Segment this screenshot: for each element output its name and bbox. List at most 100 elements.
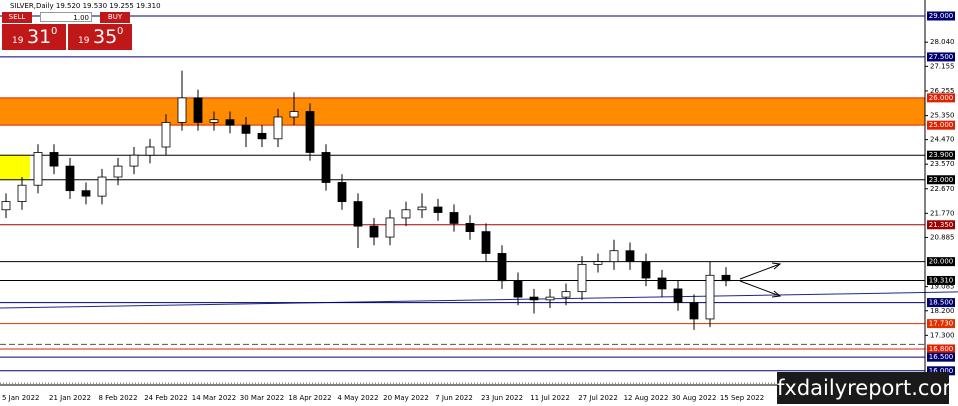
- candle-body: [289, 111, 299, 118]
- candle-body: [481, 231, 491, 254]
- sell-button[interactable]: SELL: [2, 12, 32, 23]
- candle-body: [449, 212, 459, 224]
- y-tick-label: 17.300: [930, 331, 955, 339]
- candle-body: [641, 261, 651, 279]
- sell-quote[interactable]: 19 31 0: [2, 24, 66, 50]
- level-label: 17.730: [929, 320, 954, 328]
- x-tick-label: 27 Jul 2022: [578, 394, 618, 402]
- level-label: 23.900: [929, 151, 954, 159]
- y-tick-label: 21.770: [930, 209, 955, 217]
- x-tick-label: 11 Jul 2022: [530, 394, 570, 402]
- level-label-box: [927, 298, 955, 308]
- level-label: 23.000: [929, 176, 954, 184]
- x-tick-label: 5 Jan 2022: [2, 394, 40, 402]
- candle-body: [81, 190, 91, 197]
- candle-body: [1, 201, 11, 211]
- candle-body: [337, 182, 347, 202]
- x-tick-label: 15 Sep 2022: [720, 394, 764, 402]
- x-tick-label: 8 Feb 2022: [98, 394, 137, 402]
- candle-body: [161, 122, 171, 148]
- candle-body: [257, 132, 267, 140]
- x-tick-label: 30 Aug 2022: [672, 394, 717, 402]
- trend-line: [0, 291, 958, 309]
- level-label: 18.500: [929, 299, 954, 307]
- level-label: 25.000: [929, 121, 954, 129]
- candle-body: [433, 206, 443, 213]
- candle-body: [369, 225, 379, 238]
- y-tick-label: 22.670: [930, 185, 955, 193]
- level-label-box: [927, 11, 955, 21]
- trade-panel: SELL 1.00 BUY 19 31 0 19 35 0: [2, 12, 132, 50]
- x-tick-label: 14 Mar 2022: [192, 394, 236, 402]
- candle-body: [705, 274, 715, 320]
- candle-body: [353, 201, 363, 227]
- level-label-box: [927, 150, 955, 160]
- volume-input[interactable]: 1.00: [40, 12, 92, 22]
- level-label-box: [927, 352, 955, 362]
- candle-body: [209, 119, 219, 123]
- candle-body: [561, 291, 571, 298]
- candle-body: [129, 154, 139, 167]
- candle-body: [577, 263, 587, 293]
- level-label-box: [927, 220, 955, 230]
- candle-body: [273, 116, 283, 140]
- y-tick-label: 25.350: [930, 112, 955, 120]
- arrows: [739, 262, 782, 298]
- candle-body: [465, 223, 475, 233]
- candle-body: [33, 152, 43, 186]
- level-label: 19.310: [929, 276, 954, 284]
- level-label-box: [927, 175, 955, 185]
- buy-price-big: 19: [78, 36, 90, 46]
- level-label-box: [927, 120, 955, 130]
- y-tick-label: 26.255: [930, 87, 955, 95]
- candle-body: [545, 296, 555, 301]
- candle-body: [513, 280, 523, 298]
- level-label-box: [927, 275, 955, 285]
- y-tick-label: 24.470: [930, 136, 955, 144]
- candle-body: [401, 209, 411, 219]
- x-tick-label: 4 May 2022: [337, 394, 378, 402]
- y-tick-label: 19.085: [930, 283, 955, 291]
- candle-body: [673, 288, 683, 303]
- level-label: 29.000: [929, 12, 954, 20]
- candle-body: [177, 97, 187, 123]
- candle-body: [657, 277, 667, 290]
- x-tick-label: 24 Feb 2022: [144, 394, 188, 402]
- level-label: 26.000: [929, 94, 954, 102]
- candle-body: [17, 184, 27, 202]
- level-label-box: [927, 344, 955, 354]
- x-tick-label: 20 May 2022: [383, 394, 429, 402]
- buy-price-pips: 35: [93, 26, 118, 48]
- x-tick-label: 18 Apr 2022: [288, 394, 331, 402]
- level-label: 27.500: [929, 53, 954, 61]
- level-label-box: [927, 52, 955, 62]
- y-tick-label: 20.885: [930, 233, 955, 241]
- level-label: 16.000: [929, 367, 954, 375]
- candle-body: [145, 146, 155, 156]
- x-tick-label: 23 Jun 2022: [481, 394, 523, 402]
- candle-body: [321, 152, 331, 183]
- sell-price-sup: 0: [51, 26, 58, 37]
- candle-body: [65, 165, 75, 192]
- buy-quote[interactable]: 19 35 0: [68, 24, 132, 50]
- x-tick-label: 12 Aug 2022: [624, 394, 669, 402]
- candle-body: [193, 97, 203, 123]
- candle-body: [529, 296, 539, 301]
- level-label-box: [927, 366, 955, 376]
- x-tick-label: 21 Jan 2022: [49, 394, 91, 402]
- candle-body: [97, 176, 107, 197]
- candle-body: [241, 124, 251, 134]
- level-label-box: [927, 257, 955, 267]
- symbol-header: SILVER,Daily 19.520 19.530 19.255 19.310: [10, 2, 161, 10]
- level-label: 21.350: [929, 221, 954, 229]
- candle-body: [225, 119, 235, 126]
- y-tick-label: 18.200: [930, 307, 955, 315]
- candle-body: [721, 274, 731, 282]
- y-tick-label: 23.570: [930, 160, 955, 168]
- candle-body: [593, 261, 603, 265]
- watermark: fxdailyreport.com: [777, 372, 958, 404]
- buy-price-sup: 0: [117, 26, 124, 37]
- buy-button[interactable]: BUY: [100, 12, 130, 23]
